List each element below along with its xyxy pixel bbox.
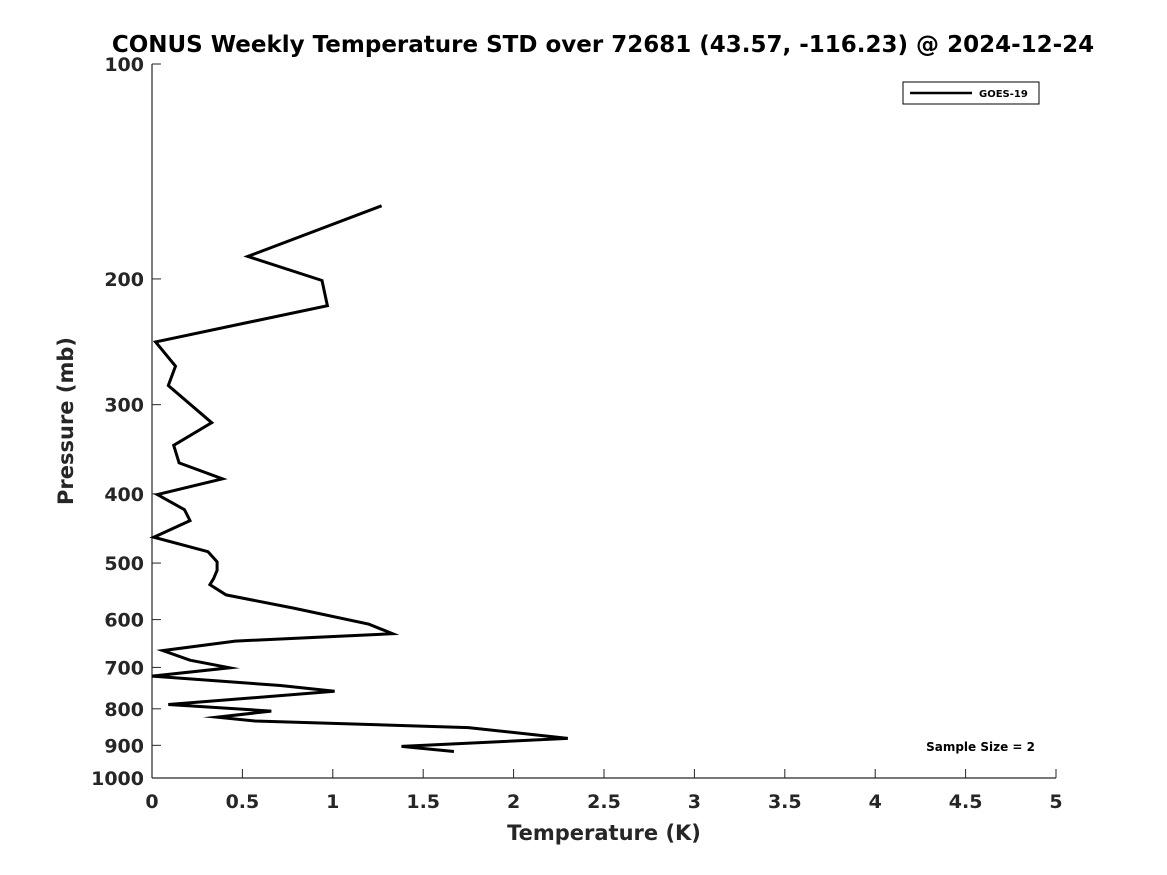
y-tick-label: 300 <box>104 395 144 417</box>
y-axis-label: Pressure (mb) <box>54 337 78 505</box>
y-tick-label: 700 <box>104 657 144 679</box>
y-tick-label: 800 <box>104 699 144 721</box>
x-tick-label: 2 <box>507 791 520 813</box>
x-axis-label: Temperature (K) <box>507 821 701 845</box>
legend: GOES-19 <box>902 81 1040 105</box>
tick-marks <box>151 63 1057 779</box>
x-tick-label: 0.5 <box>226 791 260 813</box>
x-tick-label: 4.5 <box>949 791 983 813</box>
series-lines <box>149 204 568 753</box>
x-tick-label: 5 <box>1049 791 1062 813</box>
x-tick-label: 1.5 <box>406 791 440 813</box>
series-line-goes-19 <box>149 204 568 753</box>
x-tick-labels: 0 0.5 1 1.5 2 2.5 3 3.5 4 4.5 5 <box>145 791 1062 813</box>
axes <box>151 64 1056 779</box>
x-tick-label: 3.5 <box>768 791 802 813</box>
y-tick-label: 200 <box>104 269 144 291</box>
x-tick-label: 0 <box>145 791 158 813</box>
x-tick-label: 1 <box>326 791 339 813</box>
y-tick-label: 100 <box>104 54 144 76</box>
y-tick-label: 1000 <box>91 768 144 790</box>
y-tick-labels: 100 200 300 400 500 600 700 800 900 1000 <box>91 54 144 790</box>
x-tick-label: 4 <box>869 791 882 813</box>
y-tick-label: 500 <box>104 553 144 575</box>
x-tick-label: 3 <box>688 791 701 813</box>
chart-title: CONUS Weekly Temperature STD over 72681 … <box>112 32 1094 58</box>
x-tick-label: 2.5 <box>587 791 621 813</box>
y-tick-label: 600 <box>104 610 144 632</box>
legend-label-goes-19: GOES-19 <box>979 89 1028 100</box>
sample-size-annotation: Sample Size = 2 <box>926 740 1035 754</box>
y-tick-label: 400 <box>104 484 144 506</box>
y-tick-label: 900 <box>104 735 144 757</box>
